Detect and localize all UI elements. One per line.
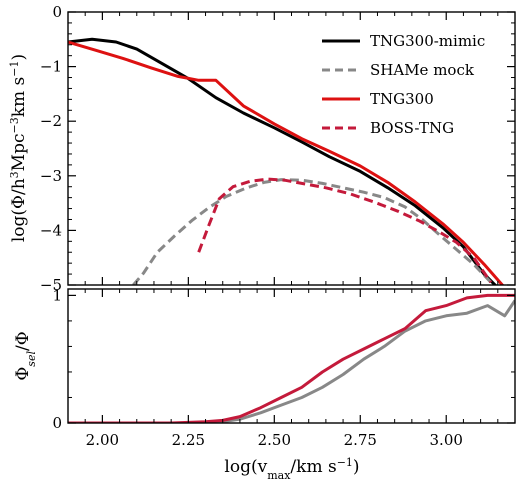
main-y-tick-label: 0 [52, 3, 62, 21]
ratio-panel: 2.00 2.25 2.50 2.75 3.00 0 1 Φsel/Φ [13, 286, 516, 449]
main-series-line-3 [197, 177, 493, 284]
x-tick-label: 2.00 [86, 431, 119, 449]
main-ticks-group: −5 −4 −3 −2 −1 0 [40, 3, 516, 294]
legend-label-shame-mock: SHAMe mock [370, 61, 475, 79]
x-tick-label: 3.00 [430, 431, 463, 449]
ratio-y-tick-label: 1 [52, 286, 62, 304]
main-series-group [68, 37, 505, 285]
ratio-series-line-0 [68, 299, 515, 423]
ratio-y-axis-label: Φsel/Φ [13, 331, 38, 380]
main-panel: −5 −4 −3 −2 −1 0 log(Φ/h3Mpc−3km s−1) TNG300-… [8, 3, 516, 294]
legend-label-boss-tng: BOSS-TNG [370, 119, 454, 137]
main-y-tick-label: −2 [40, 112, 62, 130]
main-series-line-1 [132, 178, 492, 285]
ratio-ticks-group: 2.00 2.25 2.50 2.75 3.00 0 1 [52, 286, 516, 449]
main-series-line-2 [68, 40, 505, 285]
main-y-tick-label: −4 [40, 221, 62, 239]
ratio-series-group [68, 293, 515, 423]
x-axis-label: log(vmax/km s−1) [224, 456, 359, 482]
ratio-y-tick-label: 0 [52, 414, 62, 432]
x-tick-label: 2.75 [344, 431, 377, 449]
legend-label-tng300-mimic: TNG300-mimic [370, 32, 485, 50]
main-series-line-0 [68, 37, 498, 285]
x-tick-label: 2.25 [172, 431, 205, 449]
legend: TNG300-mimic SHAMe mock TNG300 BOSS-TNG [322, 32, 485, 137]
ratio-frame [67, 288, 516, 424]
main-y-tick-label: −3 [40, 167, 62, 185]
legend-label-tng300: TNG300 [370, 90, 434, 108]
main-y-axis-label: log(Φ/h3Mpc−3km s−1) [8, 54, 30, 242]
main-y-tick-label: −1 [40, 58, 62, 76]
x-tick-label: 2.50 [258, 431, 291, 449]
main-y-tick-label: −5 [40, 276, 62, 294]
